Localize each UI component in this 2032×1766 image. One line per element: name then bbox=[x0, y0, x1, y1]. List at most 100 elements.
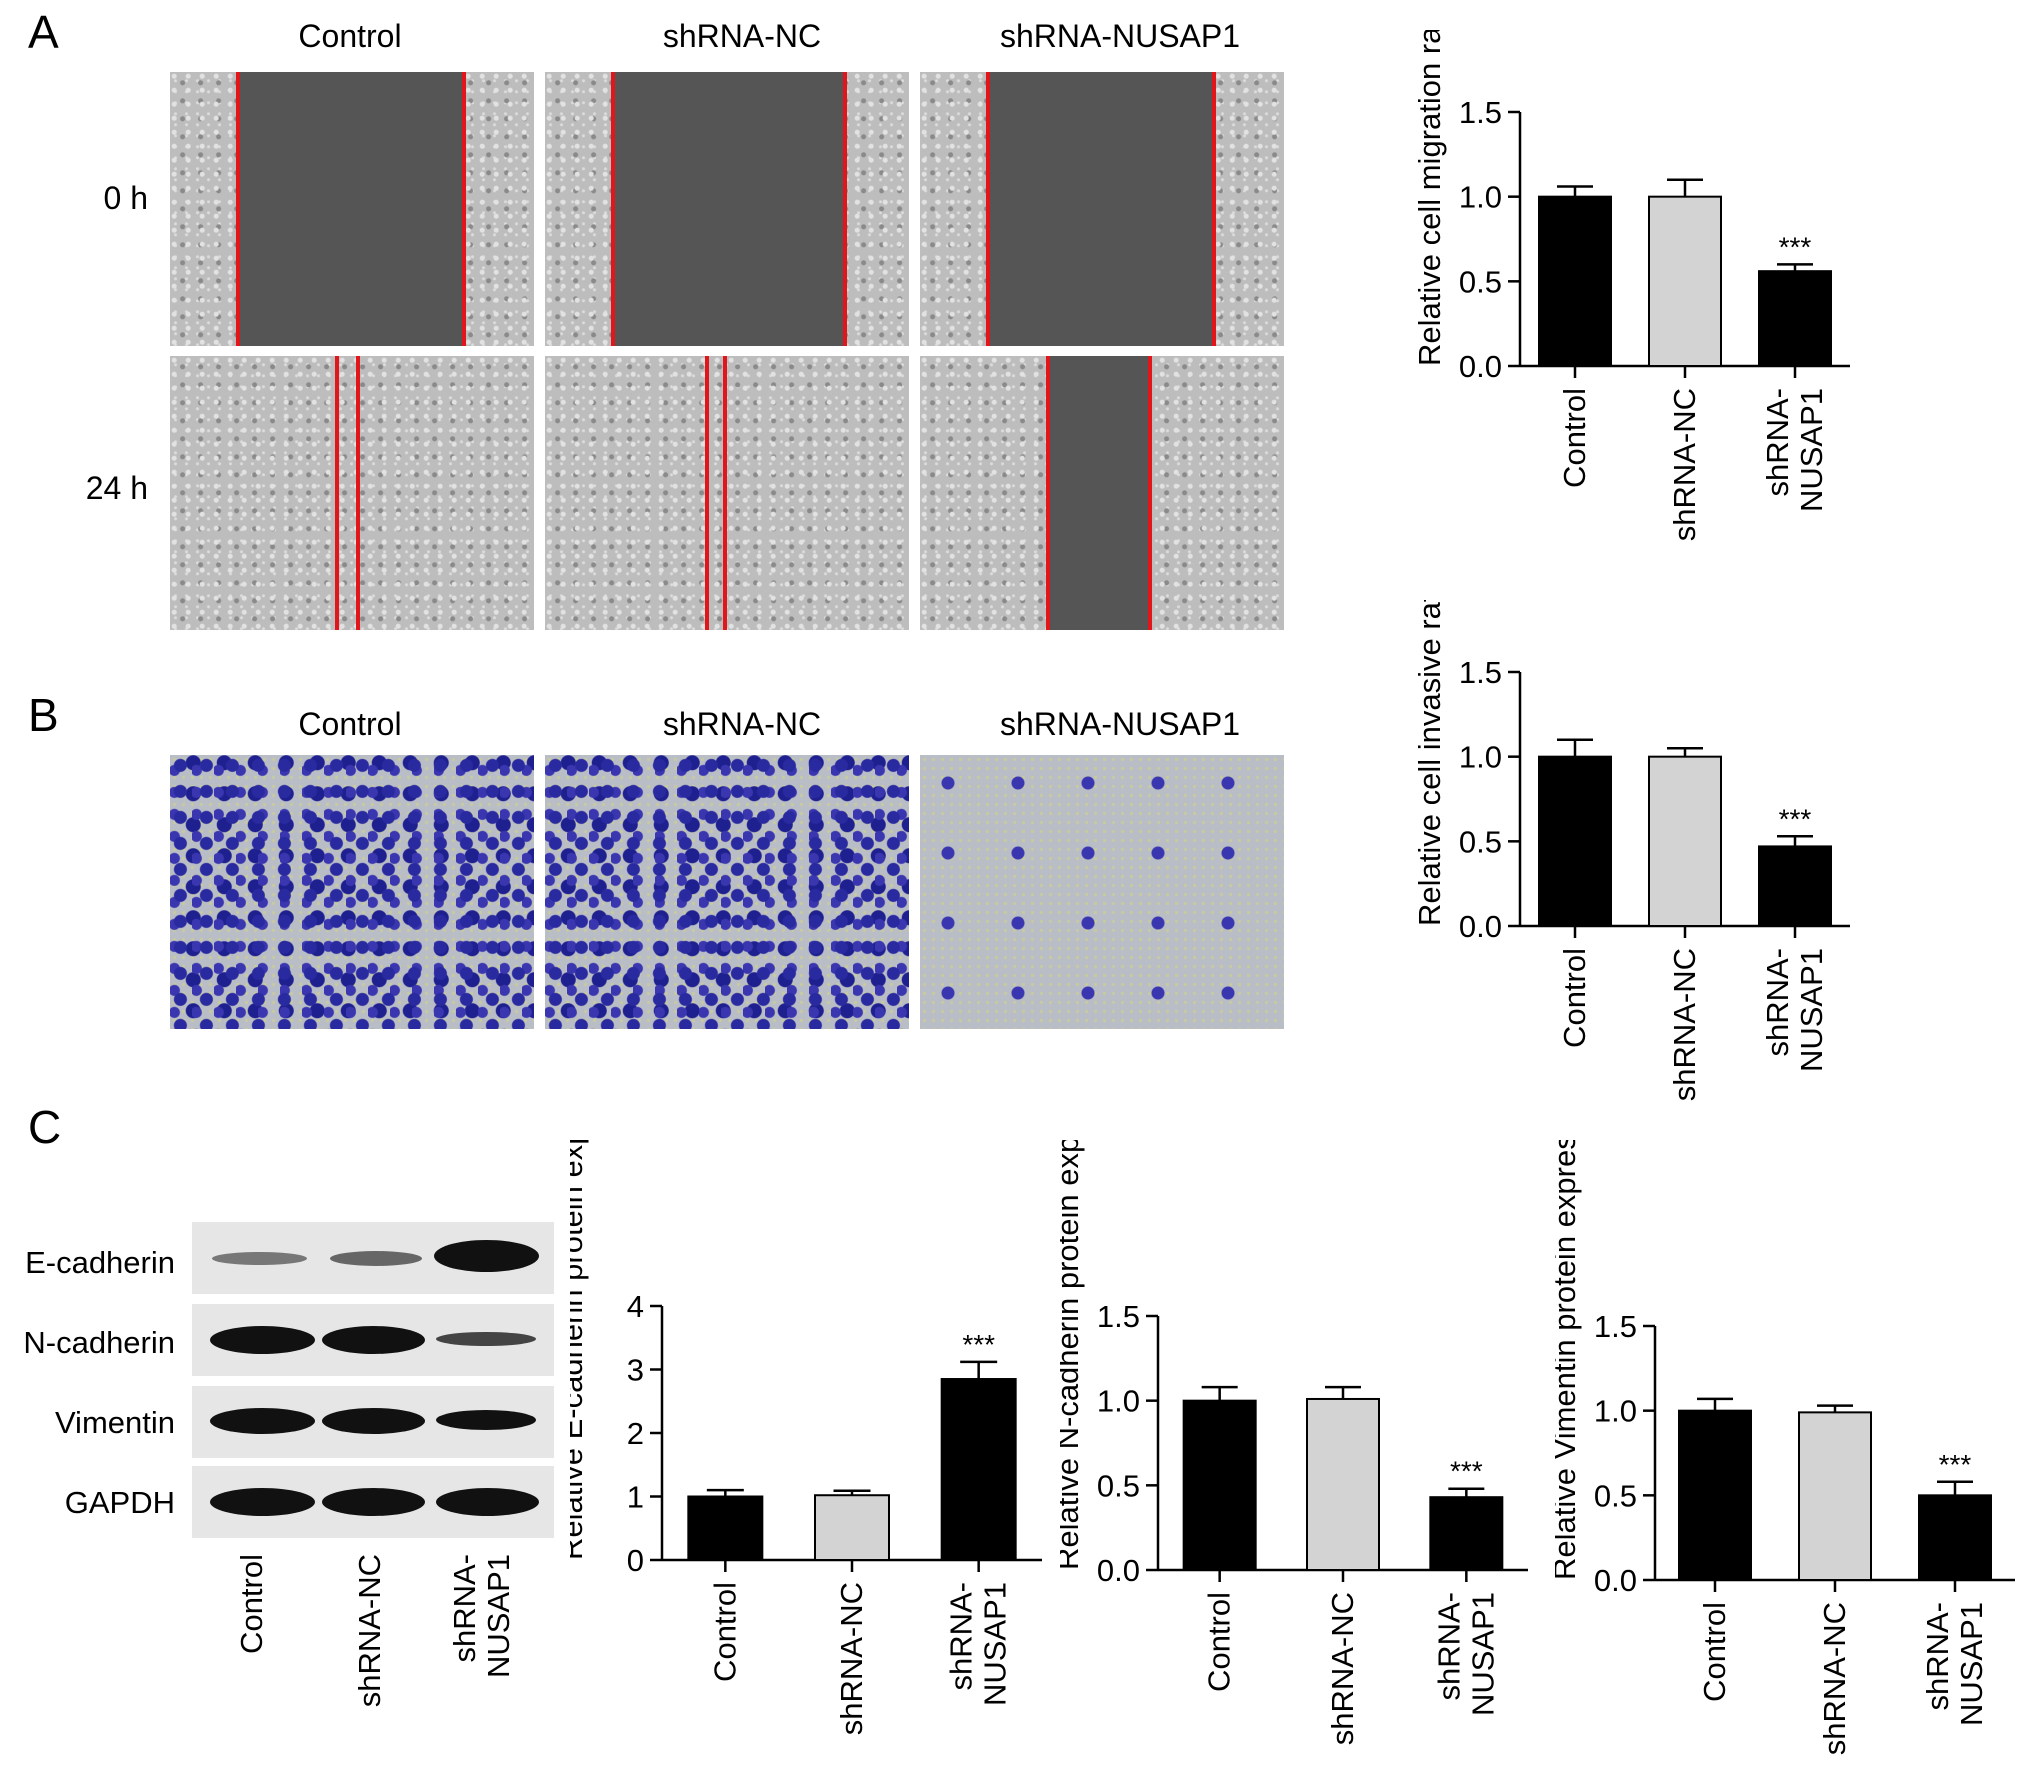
invasion-bar-1 bbox=[1648, 755, 1722, 927]
invasion-ytick-label: 0.5 bbox=[1459, 824, 1502, 859]
invasion-ytick-label: 1.5 bbox=[1459, 655, 1502, 690]
migration-ytick-label: 0.5 bbox=[1459, 264, 1502, 299]
ncadherin-xtick-label: Control bbox=[1202, 1592, 1237, 1692]
ecadherin-ytick-label: 0 bbox=[627, 1543, 644, 1578]
transwell-image-shrna-nusap1 bbox=[920, 755, 1284, 1029]
col-label-shrna-nusap1-b: shRNA-NUSAP1 bbox=[999, 706, 1241, 742]
chart-invasion: 0.0 0.5 1.0 1.5 Relative cell invasive rate C… bbox=[1380, 576, 2030, 1120]
ecadherin-xtick-label: shRNA- bbox=[944, 1582, 979, 1691]
col-label-control-a: Control bbox=[298, 18, 402, 54]
ecadherin-ylabel: Relative E-cadherin protein expression bbox=[570, 1140, 589, 1560]
migration-bar-0 bbox=[1538, 195, 1612, 367]
ncadherin-significance: *** bbox=[1450, 1456, 1483, 1487]
vimentin-bar-0 bbox=[1678, 1409, 1752, 1581]
blot-label-gapdh: GAPDH bbox=[64, 1485, 175, 1520]
chart-n-cadherin: 0.0 0.5 1.0 1.5 Relative N-cadherin protein … bbox=[1050, 1036, 1560, 1760]
blot-lane-label-control: Control bbox=[234, 1554, 269, 1654]
ecadherin-svg: 0 1 2 3 4 Relative E-cadherin protein express… bbox=[554, 1028, 1042, 1735]
panel-letter-b: B bbox=[28, 689, 59, 741]
invasion-xtick-label: shRNA- bbox=[1760, 948, 1795, 1057]
invasion-svg: 0.0 0.5 1.0 1.5 Relative cell invasive rate C… bbox=[1412, 576, 1850, 1101]
transwell-image-control bbox=[170, 755, 534, 1029]
chart-e-cadherin: 0 1 2 3 4 Relative E-cadherin protein express… bbox=[554, 1028, 1070, 1760]
ncadherin-ytick-label: 1.5 bbox=[1097, 1299, 1140, 1334]
invasion-xtick-label: NUSAP1 bbox=[1794, 948, 1829, 1072]
scratch-image-shrna-nc-24h bbox=[545, 356, 909, 630]
invasion-xtick-label: Control bbox=[1557, 948, 1592, 1048]
ecadherin-xtick-label: Control bbox=[707, 1582, 742, 1682]
blot-strip-e-cadherin bbox=[192, 1222, 554, 1294]
transwell-image-shrna-nc bbox=[545, 755, 909, 1029]
migration-bar-1 bbox=[1648, 195, 1722, 367]
blot-strip-vimentin bbox=[192, 1386, 554, 1458]
blot-strip-n-cadherin bbox=[192, 1304, 554, 1376]
blot-lane-label-shrna-nc: shRNA-NC bbox=[352, 1554, 387, 1707]
vimentin-xtick-label: Control bbox=[1697, 1602, 1732, 1702]
chart-vimentin: 0.0 0.5 1.0 1.5 Relative Vimentin protein ex… bbox=[1547, 1077, 2030, 1760]
ncadherin-bar-1 bbox=[1306, 1397, 1380, 1571]
invasion-ytick-label: 0.0 bbox=[1459, 909, 1502, 944]
invasion-ylabel: Relative cell invasive rate bbox=[1412, 600, 1447, 926]
vimentin-ytick-label: 1.5 bbox=[1594, 1309, 1637, 1344]
vimentin-xtick-label: shRNA- bbox=[1920, 1602, 1955, 1711]
ecadherin-xtick-label: shRNA-NC bbox=[834, 1582, 869, 1735]
migration-ytick-label: 1.5 bbox=[1459, 95, 1502, 130]
vimentin-ytick-label: 0.5 bbox=[1594, 1478, 1637, 1513]
blot-strip-gapdh bbox=[192, 1466, 554, 1538]
ecadherin-bar-0 bbox=[687, 1495, 764, 1561]
ncadherin-xtick-label: NUSAP1 bbox=[1465, 1592, 1500, 1716]
ecadherin-ytick-label: 3 bbox=[627, 1353, 644, 1388]
blot-lane-labels: Control shRNA-NC shRNA- NUSAP1 bbox=[234, 1554, 516, 1707]
vimentin-ytick-label: 0.0 bbox=[1594, 1563, 1637, 1598]
migration-bar-2 bbox=[1758, 270, 1832, 368]
vimentin-xtick-label: shRNA-NC bbox=[1817, 1602, 1852, 1755]
ecadherin-bar-1 bbox=[814, 1494, 890, 1562]
blot-label-n-cadherin: N-cadherin bbox=[23, 1325, 175, 1360]
scratch-image-shrna-nusap1-0h bbox=[920, 72, 1284, 346]
ecadherin-ytick-label: 4 bbox=[627, 1289, 644, 1324]
col-label-shrna-nc-a: shRNA-NC bbox=[662, 18, 822, 54]
row-label-0h: 0 h bbox=[103, 180, 148, 216]
vimentin-ytick-label: 1.0 bbox=[1594, 1394, 1637, 1429]
blot-lane-label-shrna-nusap1-2: NUSAP1 bbox=[481, 1554, 516, 1678]
scratch-image-control-24h bbox=[170, 356, 534, 630]
ncadherin-ytick-label: 1.0 bbox=[1097, 1384, 1140, 1419]
ncadherin-svg: 0.0 0.5 1.0 1.5 Relative N-cadherin protein … bbox=[1050, 1036, 1528, 1745]
migration-ytick-label: 0.0 bbox=[1459, 349, 1502, 384]
panel-letter-a: A bbox=[28, 6, 59, 58]
invasion-bar-0 bbox=[1538, 755, 1612, 927]
ecadherin-ytick-label: 2 bbox=[627, 1416, 644, 1451]
scratch-image-control-0h bbox=[170, 72, 534, 346]
ecadherin-ytick-label: 1 bbox=[627, 1480, 644, 1515]
blot-lane-label-shrna-nusap1-1: shRNA- bbox=[447, 1554, 482, 1663]
vimentin-xtick-label: NUSAP1 bbox=[1954, 1602, 1989, 1726]
blot-label-e-cadherin: E-cadherin bbox=[25, 1245, 175, 1280]
vimentin-bar-1 bbox=[1798, 1411, 1872, 1581]
vimentin-svg: 0.0 0.5 1.0 1.5 Relative Vimentin protein ex… bbox=[1547, 1077, 2015, 1755]
ncadherin-bar-2 bbox=[1429, 1496, 1504, 1572]
chart-migration: 0.0 0.5 1.0 1.5 Relative cell migration rate… bbox=[1380, 1, 2030, 590]
scratch-image-shrna-nc-0h bbox=[545, 72, 909, 346]
ncadherin-ylabel: Relative N-cadherin protein expression bbox=[1060, 1140, 1085, 1570]
ncadherin-xtick-label: shRNA-NC bbox=[1325, 1592, 1360, 1745]
ecadherin-bar-2 bbox=[940, 1378, 1017, 1561]
invasion-xtick-label: shRNA-NC bbox=[1667, 948, 1702, 1101]
ecadherin-significance: *** bbox=[962, 1329, 995, 1360]
col-label-shrna-nusap1-a: shRNA-NUSAP1 bbox=[999, 18, 1241, 54]
ncadherin-ytick-label: 0.5 bbox=[1097, 1468, 1140, 1503]
invasion-bar-2 bbox=[1758, 845, 1832, 927]
col-label-control-b: Control bbox=[298, 706, 402, 742]
vimentin-bar-2 bbox=[1918, 1494, 1992, 1582]
invasion-significance: *** bbox=[1779, 803, 1812, 834]
migration-svg: 0.0 0.5 1.0 1.5 Relative cell migration rate… bbox=[1412, 1, 1850, 541]
vimentin-significance: *** bbox=[1939, 1449, 1972, 1480]
blot-label-vimentin: Vimentin bbox=[54, 1405, 175, 1440]
migration-xtick-label: shRNA-NC bbox=[1667, 388, 1702, 541]
migration-ylabel: Relative cell migration rate bbox=[1412, 30, 1447, 366]
ecadherin-xtick-label: NUSAP1 bbox=[978, 1582, 1013, 1706]
ncadherin-ytick-label: 0.0 bbox=[1097, 1553, 1140, 1588]
migration-significance: *** bbox=[1779, 231, 1812, 262]
row-label-24h: 24 h bbox=[85, 470, 148, 506]
migration-xtick-label: shRNA- bbox=[1760, 388, 1795, 497]
scratch-image-shrna-nusap1-24h bbox=[920, 356, 1284, 630]
